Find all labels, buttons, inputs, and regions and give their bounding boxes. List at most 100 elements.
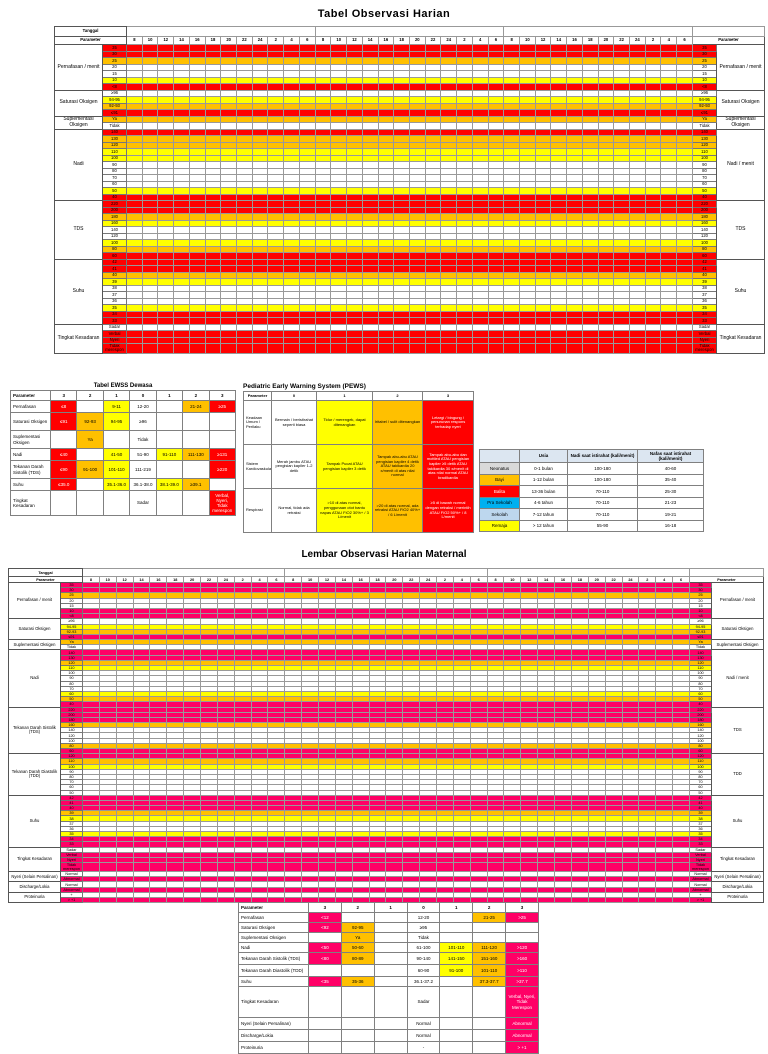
parameter-group-label: Suplementasi Oksigen bbox=[8, 639, 61, 651]
obs-row: 140 140 bbox=[55, 226, 765, 234]
time-header-cell: 22 bbox=[236, 36, 253, 45]
pews-score-header: 3 bbox=[422, 391, 474, 401]
grid-cell bbox=[554, 897, 572, 904]
obs-row: Abnormal Abnormal bbox=[9, 886, 764, 893]
scale-value-right: 92-93 bbox=[692, 102, 717, 110]
score-cell bbox=[340, 1029, 375, 1042]
score-cell bbox=[308, 1029, 342, 1042]
score-cell bbox=[49, 490, 78, 516]
parameter-group-label: Nyeri (Selain Persalinan) bbox=[8, 871, 61, 883]
pews-table: Parameter 0 1 2 3 Keadaan Umum / Perilaku Berm… bbox=[243, 391, 474, 533]
time-header-cell: 22 bbox=[613, 36, 630, 45]
obs-row: 80 80 bbox=[55, 245, 765, 253]
time-header-cell: 6 bbox=[487, 36, 505, 45]
score-cell: 36.1-38.0 bbox=[129, 478, 157, 491]
time-header-cell: 16 bbox=[377, 36, 395, 45]
obs-row: 35 35 bbox=[9, 830, 764, 838]
date-entry-cell bbox=[81, 568, 286, 577]
time-header-cell: 4 bbox=[283, 36, 300, 45]
grid-cell bbox=[183, 897, 202, 904]
obs-row: 100 100 bbox=[9, 763, 764, 770]
grid-cell bbox=[233, 862, 252, 873]
grid-cell bbox=[98, 897, 117, 904]
score-cell bbox=[155, 460, 184, 479]
time-header-cell: 20 bbox=[408, 36, 426, 45]
obs-row: 60 60 bbox=[55, 180, 765, 188]
score-column-header: 0 bbox=[129, 390, 157, 401]
age-value-cell: 40-60 bbox=[637, 462, 704, 475]
obs-row: 70 70 bbox=[9, 779, 764, 786]
maternal-ewss-table: Parameter 3 2 1 0 1 2 3 Pernafasan <12 12-20 21-25 >… bbox=[238, 902, 539, 1054]
time-header-cell: 20 bbox=[597, 36, 615, 45]
score-cell bbox=[439, 1029, 474, 1042]
obs-row: Tidak Tidak bbox=[55, 122, 765, 130]
score-cell: ≤90 bbox=[49, 460, 78, 479]
score-row-label: Suplementasi Oksigen bbox=[238, 932, 309, 943]
obs-row: 39 39 bbox=[55, 278, 765, 286]
score-row: Saturasi Oksigen ≤91 92-93 94-95 ≥96 bbox=[10, 412, 237, 431]
time-header-cell: 4 bbox=[660, 36, 678, 45]
score-cell: 21-25 bbox=[472, 912, 507, 923]
parameter-group-label: Nyeri (Selain Persalinan) bbox=[711, 871, 764, 883]
pews-header-row: Parameter 0 1 2 3 bbox=[243, 391, 474, 401]
grid-cell bbox=[115, 862, 134, 873]
scale-value-left: 15 bbox=[102, 70, 127, 78]
score-column-header: 3 bbox=[308, 902, 342, 913]
score-cell: 60-90 bbox=[406, 964, 441, 977]
score-cell: ≥131 bbox=[208, 448, 237, 461]
score-cell: Sadar bbox=[129, 490, 157, 516]
age-value-cell: 4-6 tahun bbox=[519, 496, 568, 509]
score-cell: 91-100 bbox=[76, 460, 104, 479]
grid-cell bbox=[368, 862, 387, 873]
scale-value-left: Abnormal bbox=[60, 886, 83, 893]
score-cell bbox=[155, 490, 184, 516]
obs-row: 120 120 bbox=[9, 732, 764, 739]
score-cell: > +1 bbox=[505, 1041, 539, 1054]
grid-cell bbox=[216, 862, 235, 873]
obs-row: 94-95 94-95 bbox=[55, 96, 765, 104]
age-column-header: Nafas saat istirahat (kali/menit) bbox=[637, 449, 704, 463]
date-entry-cell bbox=[314, 26, 505, 37]
score-cell: 141-150 bbox=[439, 952, 474, 965]
pews-parameter-header: Parameter bbox=[243, 391, 272, 401]
scale-value-left: > +1 bbox=[60, 897, 83, 904]
score-row: Saturasi Oksigen <92 92-95 ≥95 bbox=[238, 922, 539, 933]
obs-row: 120 120 bbox=[55, 141, 765, 149]
score-cell: <35 bbox=[308, 976, 342, 987]
pews-parameter-label: Keadaan Umum / Perilaku bbox=[243, 400, 272, 445]
grid-cell bbox=[377, 343, 395, 354]
parameter-group-label: TDS bbox=[711, 706, 764, 755]
score-cell bbox=[182, 412, 210, 431]
time-header-cell: 18 bbox=[393, 36, 410, 45]
score-row: Nadi ≤40 41-50 51-90 91-110 111-130 ≥131 bbox=[10, 448, 237, 461]
score-row: Pernafasan <12 12-20 21-25 >25 bbox=[238, 912, 539, 923]
age-group-name: Bayi bbox=[479, 473, 520, 486]
obs-row: 200 200 bbox=[55, 206, 765, 214]
score-cell: 111-120 bbox=[472, 942, 507, 953]
parameter-group-label: Suhu bbox=[8, 794, 61, 848]
score-cell bbox=[439, 976, 474, 987]
scale-value-right: 10 bbox=[692, 76, 717, 84]
grid-cell bbox=[672, 862, 690, 873]
score-cell bbox=[208, 430, 237, 449]
score-cell bbox=[76, 490, 104, 516]
time-header-cell: 8 bbox=[314, 36, 332, 45]
time-header-cell: 12 bbox=[534, 36, 552, 45]
grid-cell bbox=[518, 343, 536, 354]
score-row: Tingkat Kesadaran Sadar Verbal, Nyeri, Tid… bbox=[238, 986, 539, 1018]
score-cell: 101-110 bbox=[472, 964, 507, 977]
score-cell bbox=[373, 932, 408, 943]
score-cell bbox=[373, 952, 408, 965]
score-cell bbox=[439, 932, 474, 943]
score-row: Proteinuria - > +1 bbox=[238, 1041, 539, 1054]
grid-cell bbox=[456, 343, 473, 354]
score-row-label: Saturasi Oksigen bbox=[238, 922, 309, 933]
score-cell: Verbal, Nyeri, Tidak Merespon bbox=[505, 986, 539, 1018]
grid-cell bbox=[570, 897, 589, 904]
score-row-label: Pernafasan bbox=[238, 912, 309, 923]
score-cell bbox=[373, 1041, 408, 1054]
grid-cell bbox=[318, 862, 336, 873]
scale-value-left: 10 bbox=[102, 76, 127, 84]
score-row: Pernafasan ≤8 9-11 12-20 21-24 ≥25 bbox=[10, 400, 237, 413]
obs-row: > +1 > +1 bbox=[9, 897, 764, 904]
